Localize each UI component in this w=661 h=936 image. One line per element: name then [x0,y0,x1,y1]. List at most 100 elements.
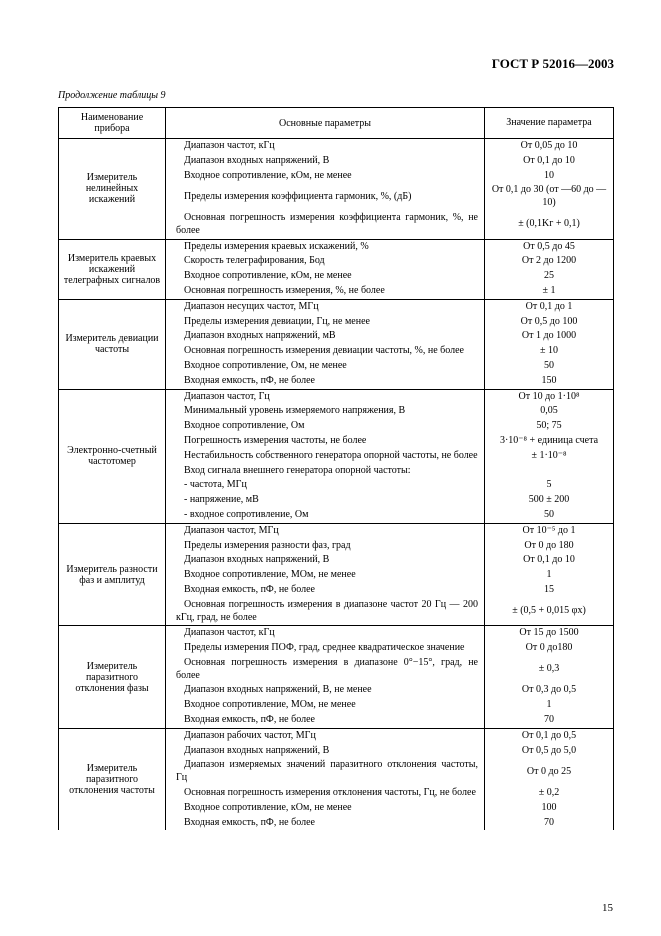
param-value: 5 [485,478,614,493]
param-value: От 10 до 1·10⁸ [485,389,614,404]
param-value: 50; 75 [485,419,614,434]
param-text: Основная погрешность измерения девиации … [166,344,485,359]
param-value: От 0 до 25 [485,758,614,786]
device-name: Измеритель паразитного отклонения фазы [59,626,166,729]
table-row: Измеритель паразитного отклонения частот… [59,728,614,743]
param-text: Диапазон входных напряжений, В [166,154,485,169]
param-text: Входное сопротивление, Ом, не менее [166,359,485,374]
param-value: ± (0,1Kг + 0,1) [485,211,614,239]
param-text: Диапазон несущих частот, МГц [166,299,485,314]
param-text: Минимальный уровень измеряемого напряжен… [166,404,485,419]
param-text: Входное сопротивление, МОм, не менее [166,698,485,713]
param-text: Диапазон частот, Гц [166,389,485,404]
param-text: Вход сигнала внешнего генератора опорной… [166,464,485,479]
param-text: Диапазон измеряемых значений паразитного… [166,758,485,786]
table-row: Измеритель краевых искажений телеграфных… [59,239,614,254]
param-value: От 0,5 до 100 [485,315,614,330]
param-text: Пределы измерения коэффициента гармоник,… [166,183,485,211]
param-value: 15 [485,583,614,598]
param-value: ± 0,2 [485,786,614,801]
param-text: Диапазон частот, кГц [166,139,485,154]
param-text: - входное сопротивление, Ом [166,508,485,523]
param-value: 150 [485,374,614,389]
param-text: Входное сопротивление, МОм, не менее [166,568,485,583]
param-text: Входное сопротивление, кОм, не менее [166,801,485,816]
param-value: 1 [485,568,614,583]
param-text: Нестабильность собственного генератора о… [166,449,485,464]
param-value: 70 [485,713,614,728]
device-name: Измеритель девиации частоты [59,299,166,389]
param-value: 1 [485,698,614,713]
param-value: От 15 до 1500 [485,626,614,641]
param-value: ± (0,5 + 0,015 φx) [485,598,614,626]
param-value: ± 1 [485,284,614,299]
param-value: От 10⁻⁵ до 1 [485,523,614,538]
param-text: Основная погрешность измерения отклонени… [166,786,485,801]
param-value: От 0,05 до 10 [485,139,614,154]
param-text: Диапазон частот, МГц [166,523,485,538]
param-text: Входная емкость, пФ, не более [166,583,485,598]
param-value: 50 [485,508,614,523]
param-text: Диапазон рабочих частот, МГц [166,728,485,743]
param-text: - частота, МГц [166,478,485,493]
param-value: От 2 до 1200 [485,254,614,269]
table-row: Электронно-счетный частотомерДиапазон ча… [59,389,614,404]
table-row: Измеритель девиации частотыДиапазон несу… [59,299,614,314]
param-text: Пределы измерения разности фаз, град [166,539,485,554]
table-row: Измеритель нелинейных искаженийДиапазон … [59,139,614,154]
param-value: 3·10⁻⁸ + единица счета [485,434,614,449]
param-text: Скорость телеграфирования, Бод [166,254,485,269]
param-value: 50 [485,359,614,374]
param-text: Диапазон входных напряжений, В [166,744,485,759]
param-text: Погрешность измерения частоты, не более [166,434,485,449]
device-name: Измеритель краевых искажений телеграфных… [59,239,166,299]
param-text: Входное сопротивление, кОм, не менее [166,169,485,184]
param-text: Основная погрешность измерения в диапазо… [166,598,485,626]
param-text: Пределы измерения краевых искажений, % [166,239,485,254]
param-value [485,464,614,479]
param-text: Диапазон входных напряжений, В, не менее [166,683,485,698]
device-name: Электронно-счетный частотомер [59,389,166,523]
table-row: Измеритель разности фаз и амплитудДиапаз… [59,523,614,538]
col-header-param: Основные параметры [166,108,485,139]
param-text: Входная емкость, пФ, не более [166,374,485,389]
device-name: Измеритель нелинейных искажений [59,139,166,240]
param-value: ± 10 [485,344,614,359]
param-value: 0,05 [485,404,614,419]
param-text: - напряжение, мВ [166,493,485,508]
param-value: От 0,3 до 0,5 [485,683,614,698]
param-value: 100 [485,801,614,816]
param-text: Диапазон входных напряжений, В [166,553,485,568]
param-value: 500 ± 200 [485,493,614,508]
param-value: ± 1·10⁻⁸ [485,449,614,464]
param-value: От 0,5 до 5,0 [485,744,614,759]
device-name: Измеритель паразитного отклонения частот… [59,728,166,830]
param-text: Входное сопротивление, Ом [166,419,485,434]
param-value: От 1 до 1000 [485,329,614,344]
param-text: Пределы измерения девиации, Гц, не менее [166,315,485,330]
param-value: От 0,1 до 10 [485,553,614,568]
param-text: Входное сопротивление, кОм, не менее [166,269,485,284]
param-text: Основная погрешность измерения коэффицие… [166,211,485,239]
param-text: Входная емкость, пФ, не более [166,816,485,831]
param-value: От 0,5 до 45 [485,239,614,254]
col-header-name: Наименование прибора [59,108,166,139]
param-value: 25 [485,269,614,284]
param-text: Основная погрешность измерения, %, не бо… [166,284,485,299]
table-caption: Продолжение таблицы 9 [58,90,614,101]
param-value: ± 0,3 [485,656,614,684]
param-text: Основная погрешность измерения в диапазо… [166,656,485,684]
param-text: Входная емкость, пФ, не более [166,713,485,728]
param-value: От 0 до180 [485,641,614,656]
table-row: Измеритель паразитного отклонения фазыДи… [59,626,614,641]
param-text: Диапазон входных напряжений, мВ [166,329,485,344]
device-name: Измеритель разности фаз и амплитуд [59,523,166,626]
page-number: 15 [602,902,613,914]
param-value: От 0 до 180 [485,539,614,554]
param-value: От 0,1 до 30 (от —60 до —10) [485,183,614,211]
doc-header: ГОСТ Р 52016—2003 [58,56,614,72]
param-value: 10 [485,169,614,184]
param-value: 70 [485,816,614,831]
param-value: От 0,1 до 0,5 [485,728,614,743]
param-text: Диапазон частот, кГц [166,626,485,641]
